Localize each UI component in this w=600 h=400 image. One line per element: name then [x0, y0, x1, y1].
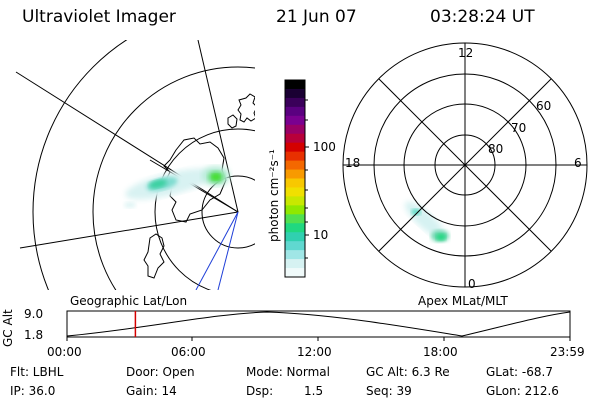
colorbar-cell	[285, 169, 305, 179]
lon-line	[197, 40, 239, 213]
time-tick-1800: 18:00	[423, 345, 458, 359]
colorbar-cell	[285, 124, 305, 135]
colorbar-cell	[285, 223, 305, 233]
colorbar-cell	[285, 268, 305, 278]
right-panel-caption: Apex MLat/MLT	[418, 294, 508, 308]
lat-circle	[154, 128, 255, 290]
colorbar-cell	[285, 178, 305, 188]
info-glon: GLon: 212.6	[486, 384, 559, 398]
colorbar-cell	[285, 115, 305, 126]
info-seq: Seq: 39	[366, 384, 412, 398]
terminator-line	[217, 211, 239, 290]
lat-circle	[32, 40, 128, 290]
info-mode: Mode: Normal	[246, 365, 330, 379]
lat-circle	[201, 175, 255, 249]
colorbar-unit-label: photon cm⁻²s⁻¹	[267, 149, 281, 242]
colorbar-cell	[285, 259, 305, 269]
mlt-label-0: 0	[468, 277, 476, 291]
polar-axis-diag	[378, 78, 552, 252]
info-gc-alt: GC Alt: 6.3 Re	[366, 365, 450, 379]
info-flt: Flt: LBHL	[10, 365, 64, 379]
altitude-ytick-low: 1.8	[24, 328, 44, 342]
time-tick-0600: 06:00	[171, 345, 206, 359]
altitude-curve	[66, 311, 571, 337]
lon-line	[15, 71, 239, 213]
colorbar-tick-100: 100	[313, 140, 336, 154]
colorbar-cell	[285, 160, 305, 171]
time-label: 03:28:24 UT	[430, 7, 535, 27]
lat-circle	[92, 66, 255, 290]
time-tick-2359: 23:59	[550, 345, 585, 359]
date-label: 21 Jun 07	[276, 7, 357, 27]
altitude-frame	[66, 310, 571, 338]
lon-line	[19, 211, 239, 249]
colorbar-frame	[284, 79, 306, 278]
colorbar-cell	[285, 106, 305, 117]
left-panel-caption: Geographic Lat/Lon	[70, 294, 188, 308]
colorbar-cell	[285, 97, 305, 108]
colorbar-tick-10: 10	[313, 228, 329, 242]
polar-aurora	[404, 201, 449, 242]
mlt-label-12: 12	[458, 46, 474, 60]
colorbar-cell	[285, 187, 305, 197]
colorbar-cell	[285, 241, 305, 251]
altitude-ylabel: GC Alt	[1, 309, 15, 347]
time-tick-1200: 12:00	[297, 345, 332, 359]
aurora-emission	[124, 166, 230, 208]
info-dsp-value: 1.5	[304, 384, 324, 398]
terminator-line	[195, 211, 239, 290]
info-door: Door: Open	[126, 365, 195, 379]
colorbar-cell	[285, 80, 305, 90]
colorbar-cell	[285, 133, 305, 144]
mlt-label-18: 18	[345, 156, 361, 170]
colorbar-cell	[285, 232, 305, 242]
info-dsp-label: Dsp:	[246, 384, 274, 398]
geographic-map	[15, 40, 255, 290]
colorbar-cell	[285, 250, 305, 260]
instrument-title: Ultraviolet Imager	[22, 7, 176, 27]
lat-label-60: 60	[536, 99, 552, 113]
colorbar-cell	[285, 196, 305, 206]
time-tick-0000: 00:00	[47, 345, 82, 359]
colorbar	[284, 79, 309, 278]
lat-label-70: 70	[511, 121, 527, 135]
lat-label-80: 80	[488, 142, 504, 156]
polar-plot	[342, 42, 588, 288]
colorbar-cell	[285, 205, 305, 215]
info-ip: IP: 36.0	[10, 384, 56, 398]
coastline	[143, 233, 165, 279]
mlt-label-6: 6	[574, 156, 582, 170]
colorbar-cell	[285, 142, 305, 153]
coastline	[227, 114, 238, 129]
colorbar-cell	[285, 214, 305, 224]
colorbar-cell	[285, 88, 305, 99]
coastline	[237, 93, 255, 123]
info-glat: GLat: -68.7	[486, 365, 553, 379]
info-gain: Gain: 14	[126, 384, 177, 398]
altitude-ytick-high: 9.0	[24, 307, 44, 321]
altitude-plot	[66, 310, 571, 341]
colorbar-cell	[285, 151, 305, 162]
